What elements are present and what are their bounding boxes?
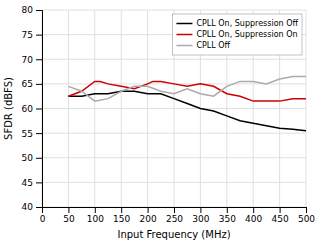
x-tick: 150 [113,207,130,224]
legend-item: CPLL On, Suppression Off [176,19,298,28]
legend-label: CPLL Off [196,41,230,50]
legend-swatch [176,45,192,47]
legend-label: CPLL On, Suppression On [196,30,297,39]
y-tick-mark [36,182,42,183]
y-tick-mark [36,10,42,11]
x-tick: 50 [63,207,75,224]
x-tick: 350 [219,207,236,224]
grid-line-y [42,108,306,109]
x-tick-label: 150 [113,214,130,224]
x-tick: 300 [192,207,209,224]
x-tick-label: 300 [192,214,209,224]
y-tick-label: 70 [22,55,34,65]
y-tick-label: 40 [22,202,34,212]
y-tick-label: 65 [22,79,33,89]
x-tick: 0 [40,207,46,224]
y-tick: 60 [22,104,42,114]
x-tick-mark [121,207,122,213]
y-tick: 45 [22,178,42,188]
x-tick-mark [174,207,175,213]
series-line [68,91,306,130]
y-tick-label: 75 [22,30,33,40]
y-tick: 75 [22,30,42,40]
grid-line-y [42,182,306,183]
y-tick: 80 [22,5,42,15]
x-tick-mark [227,207,228,213]
y-tick-mark [36,59,42,60]
legend-item: CPLL Off [176,41,230,50]
grid-line-y [42,133,306,134]
x-axis-title: Input Frequency (MHz) [117,229,230,240]
y-tick-mark [36,133,42,134]
y-tick-mark [36,207,42,208]
x-axis-line [43,208,307,214]
x-tick: 250 [166,207,183,224]
x-tick: 500 [298,207,315,224]
y-tick: 70 [22,55,42,65]
x-tick: 400 [245,207,262,224]
legend-item: CPLL On, Suppression On [176,30,297,39]
y-tick-label: 50 [22,153,34,163]
grid-line-y [42,157,306,158]
y-tick-mark [36,158,42,159]
x-tick-label: 450 [272,214,289,224]
y-axis-title: SFDR (dBFS) [3,77,14,140]
y-tick-label: 80 [22,5,34,15]
chart: 0 50 100 150 200 250 300 350 400 450 500 40 45 50 55 60… [0,0,318,243]
x-tick-label: 250 [166,214,183,224]
x-tick-mark [68,207,69,213]
x-tick-mark [200,207,201,213]
series-group [68,76,306,130]
x-tick: 100 [87,207,104,224]
y-tick-label: 60 [22,104,34,114]
x-tick-label: 0 [40,214,46,224]
y-tick-mark [36,35,42,36]
series-line [68,81,306,101]
series-line [68,76,306,101]
y-tick: 65 [22,79,42,89]
y-tick-label: 55 [22,129,33,139]
x-tick-mark [148,207,149,213]
x-tick-label: 100 [87,214,104,224]
x-tick: 450 [272,207,289,224]
x-tick-label: 500 [298,214,315,224]
x-tick-mark [95,207,96,213]
grid-line-y [42,10,306,11]
x-tick-label: 50 [63,214,75,224]
legend-box [172,14,302,55]
legend: CPLL On, Suppression Off CPLL On, Suppres… [172,14,302,55]
legend-swatch [176,34,192,36]
grid-line-y [42,59,306,60]
y-tick: 50 [22,153,42,163]
x-tick-label: 400 [245,214,262,224]
y-axis-line [36,11,43,208]
x-tick-mark [280,207,281,213]
y-tick: 55 [22,129,42,139]
y-tick-mark [36,109,42,110]
legend-label: CPLL On, Suppression Off [196,19,298,28]
plot-area: 0 50 100 150 200 250 300 350 400 450 500 40 45 50 55 60… [3,5,315,240]
x-tick-mark [306,207,307,213]
x-tick-label: 200 [140,214,157,224]
y-tick: 40 [22,202,42,212]
x-tick: 200 [140,207,157,224]
y-axis: 40 45 50 55 60 65 70 75 80 [22,5,43,212]
grid [42,10,306,207]
x-axis: 0 50 100 150 200 250 300 350 400 450 500 [40,207,316,224]
y-tick-label: 45 [22,178,33,188]
legend-swatch [176,23,192,25]
x-tick-label: 350 [219,214,236,224]
y-tick-mark [36,84,42,85]
x-tick-mark [253,207,254,213]
